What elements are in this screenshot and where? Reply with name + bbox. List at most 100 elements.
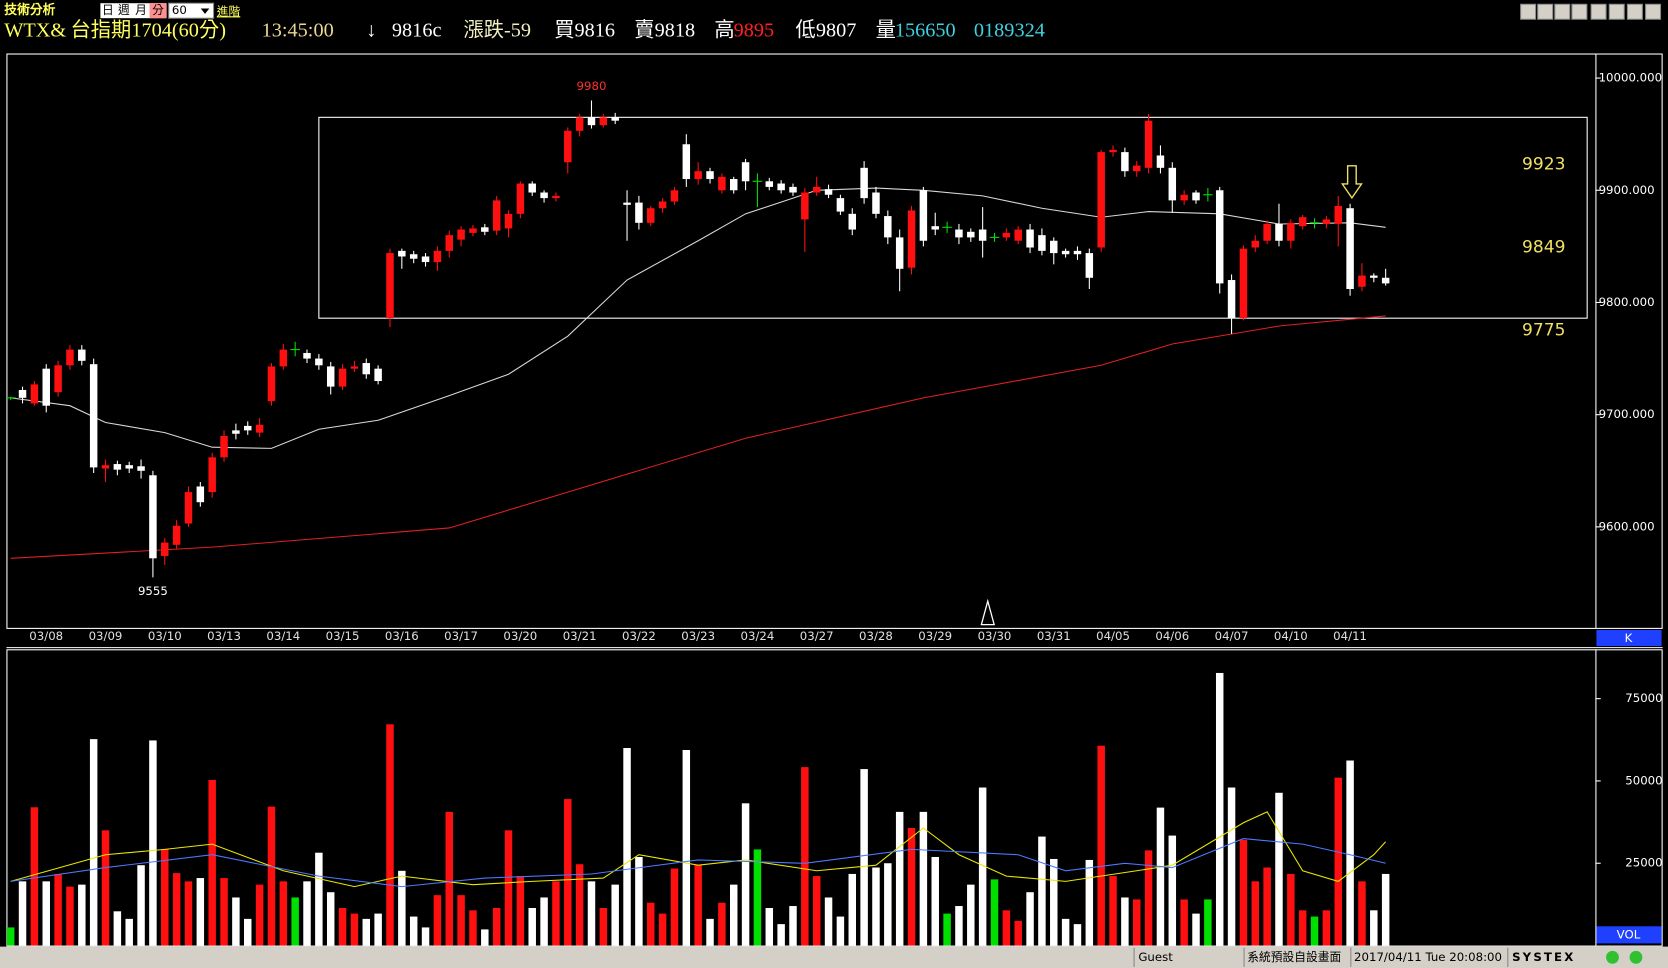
candle-body <box>1180 194 1188 201</box>
candle-body <box>30 384 39 404</box>
volume-bar <box>907 828 916 946</box>
dropdown-arrow[interactable] <box>200 8 210 14</box>
cursor-marker <box>980 598 996 626</box>
period-input[interactable] <box>168 2 215 19</box>
volume-bar <box>1014 920 1022 946</box>
candle-body <box>718 176 726 191</box>
volume-bar <box>196 878 205 946</box>
candle-body <box>42 368 50 406</box>
candle-body <box>433 250 442 263</box>
volume-bar <box>267 806 276 946</box>
change: 漲跌-59 <box>463 19 531 42</box>
candle-body <box>1275 223 1283 241</box>
volume-bar <box>931 856 939 946</box>
candle-body <box>706 171 714 180</box>
y-tick-label: 25000 <box>1625 856 1662 870</box>
volume-bar <box>1204 899 1212 946</box>
candle-body <box>848 213 856 230</box>
candle-body <box>967 231 975 238</box>
candle-body <box>326 366 335 387</box>
volume-bar <box>445 811 453 946</box>
volume-bar <box>326 892 335 946</box>
candle-body <box>481 227 489 232</box>
candle-body <box>184 492 193 524</box>
candle-body <box>729 179 738 191</box>
tab[interactable]: 分 <box>152 3 164 17</box>
candle-body <box>1085 253 1094 278</box>
candle-body <box>398 250 406 257</box>
candle-body <box>54 365 62 393</box>
volume-bar <box>824 897 833 946</box>
y-tick-label: 9600.000 <box>1599 519 1655 533</box>
window-button[interactable] <box>1645 3 1662 20</box>
x-tick-label: 03/28 <box>859 629 893 643</box>
volume-bar <box>978 787 987 946</box>
candle-body <box>409 254 418 259</box>
candle-body <box>1251 240 1260 248</box>
candle-body <box>575 117 584 131</box>
candle-body <box>338 368 347 387</box>
volume-bar <box>1215 672 1224 946</box>
candle-body <box>1121 152 1129 172</box>
candle-body <box>1144 120 1153 168</box>
x-tick-label: 03/29 <box>918 629 952 643</box>
candle-body <box>125 465 133 469</box>
volume-bar <box>599 908 608 946</box>
volume-bar <box>575 864 584 946</box>
tab[interactable]: 日 <box>102 3 114 17</box>
window-button[interactable] <box>1520 3 1537 20</box>
candle-body <box>670 190 679 202</box>
volume-bar <box>611 884 619 946</box>
status-icon <box>1629 950 1643 964</box>
volume-bar <box>42 881 50 946</box>
volume-bar <box>409 916 418 946</box>
volume-bar <box>469 910 477 946</box>
volume-bar <box>884 863 892 946</box>
tab[interactable]: 月 <box>135 3 147 17</box>
level-annotation: 9923 <box>1522 154 1565 174</box>
window-button[interactable] <box>1554 3 1571 20</box>
y-tick-label: 75000 <box>1625 691 1662 705</box>
candle-body <box>635 202 643 223</box>
x-tick-label: 03/17 <box>444 629 478 643</box>
volume-bar <box>729 884 738 946</box>
status-user: Guest <box>1138 950 1173 964</box>
y-tick-label: 9900.000 <box>1599 183 1655 197</box>
candle-body <box>350 366 359 369</box>
candle-body <box>1050 240 1058 254</box>
advanced-button[interactable]: 進階 <box>217 4 241 18</box>
volume-bar <box>635 856 643 946</box>
candle-body <box>1322 219 1331 224</box>
volume-bar <box>1109 876 1117 946</box>
volume-bar <box>812 876 821 946</box>
candle-body <box>1215 190 1224 284</box>
volume-bar <box>1227 787 1236 946</box>
candle-body <box>1346 208 1354 290</box>
x-tick-label: 03/22 <box>622 629 656 643</box>
candle-body <box>694 171 702 180</box>
tab[interactable]: 週 <box>118 3 130 17</box>
signal-arrow <box>1340 165 1363 200</box>
volume-bar <box>623 748 631 946</box>
candle-body <box>1038 235 1046 251</box>
candle-body <box>564 130 572 163</box>
volume-bar <box>1144 850 1153 946</box>
window-button[interactable] <box>1590 3 1607 20</box>
x-tick-label: 03/16 <box>385 629 419 643</box>
candle-body <box>196 486 205 503</box>
window-button[interactable] <box>1608 3 1625 20</box>
volume-bar <box>552 881 560 946</box>
candle-body <box>611 117 619 121</box>
x-tick-label: 03/27 <box>800 629 834 643</box>
window-button[interactable] <box>1626 3 1643 20</box>
volume-bar <box>1002 910 1011 946</box>
panel-label-box <box>1596 926 1662 944</box>
window-button[interactable] <box>1537 3 1554 20</box>
volume-frame <box>6 649 1663 947</box>
volume-bar <box>789 906 797 946</box>
candle-body <box>765 181 774 187</box>
candle-body <box>1061 250 1070 255</box>
volume-bar <box>1192 913 1200 946</box>
window-button[interactable] <box>1571 3 1588 20</box>
candle-body <box>469 228 477 233</box>
